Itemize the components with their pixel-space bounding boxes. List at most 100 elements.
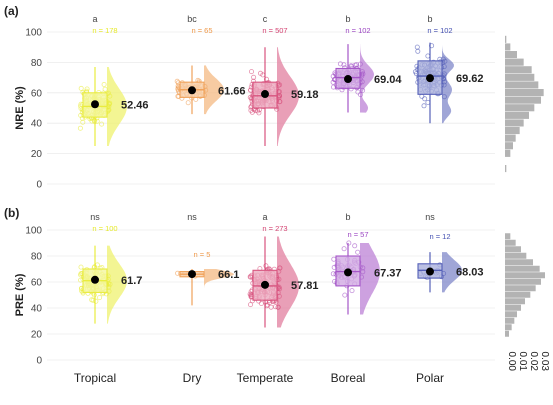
n-label: n = 178 [92, 26, 117, 35]
y-tick-label: 60 [31, 278, 43, 289]
data-point [342, 292, 348, 298]
box [417, 60, 443, 95]
data-point [80, 119, 86, 125]
data-point [247, 94, 253, 100]
marginal-bar [505, 233, 511, 240]
data-point [341, 246, 347, 252]
data-point [78, 264, 84, 270]
group-temperate: 59.18 n = 507 c [247, 14, 319, 147]
data-point [440, 56, 446, 62]
y-tick-label: 80 [31, 252, 43, 263]
mean-label: 57.81 [291, 280, 319, 292]
data-point [193, 96, 199, 102]
n-label: n = 273 [262, 224, 287, 233]
significance-letter: ns [425, 212, 435, 222]
mean-label: 69.04 [374, 74, 402, 86]
data-point [357, 61, 363, 67]
group-polar: 68.03 n = 12 ns [417, 212, 484, 293]
marginal-bar [505, 58, 524, 66]
violin-boreal [360, 44, 374, 113]
marginal-tick-label: 0.00 [506, 352, 517, 372]
data-point [425, 100, 431, 106]
panel-a: 0 20 40 60 80 100 (a) NRE (%) 52.46 n = 178 a 61.66… [4, 4, 544, 191]
data-point [422, 96, 428, 102]
significance-letter: b [345, 14, 350, 24]
significance-letter: ns [187, 212, 197, 222]
mean-point [91, 100, 99, 109]
violin-temperate [277, 236, 299, 328]
group-tropical: 52.46 n = 178 a [77, 14, 149, 146]
violin-tropical [107, 66, 127, 146]
data-point [275, 304, 281, 310]
mean-point [426, 267, 434, 276]
data-point [352, 243, 358, 249]
x-tick-label: Polar [416, 371, 444, 385]
significance-letter: a [262, 212, 267, 222]
data-point [346, 240, 352, 246]
violin-tropical [107, 245, 127, 324]
n-label: n = 507 [262, 26, 287, 35]
mean-point [91, 275, 99, 284]
violin-dry [204, 65, 224, 115]
data-point [330, 271, 336, 277]
data-point [251, 74, 257, 80]
panel-b: 0 20 40 60 80 100 (b) PRE (%) 61.7 n = 100 ns 66.1 n… [4, 206, 545, 367]
group-tropical: 61.7 n = 100 ns [78, 212, 142, 324]
marginal-bar [505, 142, 513, 150]
marginal-tick-label: 0.03 [539, 352, 550, 372]
data-point [360, 265, 366, 271]
significance-letter: a [92, 14, 97, 24]
marginal-bar [505, 127, 520, 135]
significance-letter: c [263, 14, 268, 24]
y-tick-label: 80 [31, 58, 43, 69]
violin-temperate [277, 47, 299, 147]
y-axis-label: PRE (%) [14, 273, 26, 316]
data-point [185, 100, 191, 106]
data-point [355, 89, 361, 95]
marginal-bar [505, 317, 515, 324]
data-point [331, 256, 337, 262]
marginal-bar [505, 324, 512, 331]
y-tick-label: 0 [36, 356, 42, 367]
mean-label: 67.37 [374, 267, 402, 279]
group-boreal: 67.37 n = 57 b [330, 212, 402, 315]
n-label: n = 12 [429, 232, 450, 241]
y-tick-label: 100 [25, 28, 42, 39]
marginal-histogram [505, 233, 545, 337]
mean-label: 69.62 [456, 73, 484, 85]
data-point [107, 93, 113, 99]
group-boreal: 69.04 n = 102 b [330, 14, 402, 113]
marginal-bar [505, 81, 539, 89]
marginal-bar [505, 252, 527, 259]
mean-point [261, 280, 269, 289]
significance-letter: b [427, 14, 432, 24]
x-tick-label: Temperate [237, 371, 294, 385]
data-point [277, 265, 283, 271]
data-point [78, 85, 84, 91]
marginal-bar [505, 272, 545, 279]
data-point [255, 108, 261, 114]
group-polar: 69.62 n = 102 b [412, 14, 484, 124]
data-point [415, 48, 421, 54]
marginal-tick-label: 0.02 [528, 352, 539, 372]
mean-label: 68.03 [456, 267, 484, 279]
y-tick-label: 40 [31, 119, 43, 130]
y-tick-label: 60 [31, 88, 43, 99]
marginal-bar [505, 330, 509, 337]
y-tick-label: 40 [31, 304, 43, 315]
data-point [272, 304, 278, 310]
n-label: n = 102 [345, 26, 370, 35]
data-point [414, 44, 420, 50]
data-point [257, 70, 263, 76]
violin-dry [204, 269, 234, 306]
mean-point [188, 270, 196, 279]
data-point [360, 87, 366, 93]
marginal-bar [505, 111, 529, 119]
significance-letter: b [345, 212, 350, 222]
significance-letter: bc [187, 14, 197, 24]
marginal-bar [505, 35, 507, 43]
marginal-histogram [505, 35, 544, 173]
group-dry: 61.66 n = 65 bc [174, 14, 246, 115]
